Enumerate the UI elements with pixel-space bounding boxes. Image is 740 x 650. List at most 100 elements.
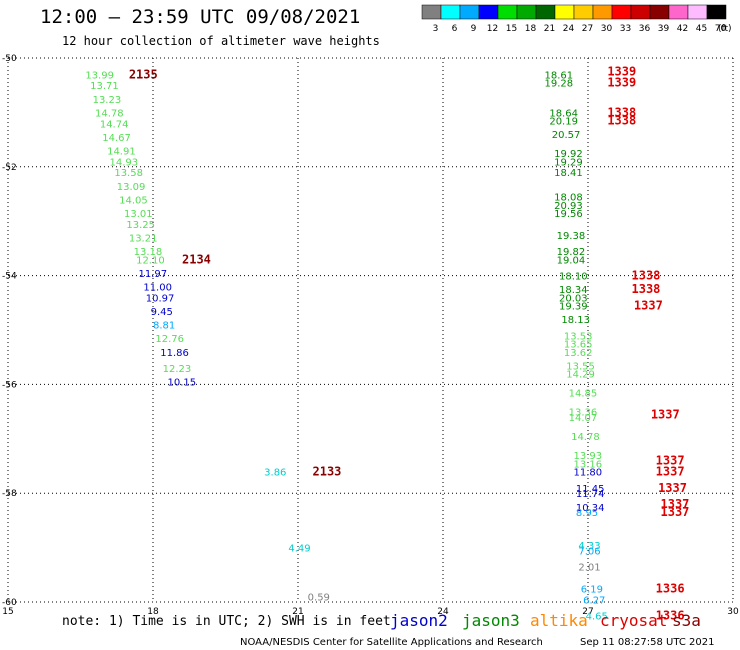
- wave-height-point: 8.81: [153, 321, 175, 332]
- wave-height-point: 9.45: [151, 307, 173, 318]
- wave-height-point: 13.53: [564, 331, 593, 342]
- wave-height-point: 13.25: [126, 220, 155, 231]
- wave-height-point: 12.23: [163, 364, 192, 375]
- pass-number-label: 1336: [656, 609, 685, 623]
- wave-height-point: 8.95: [576, 508, 598, 519]
- pass-number-label: 1338: [607, 105, 636, 119]
- pass-number-label: 2135: [129, 67, 158, 81]
- pass-number-label: 1339: [607, 65, 636, 79]
- wave-height-point: 19.92: [554, 149, 583, 160]
- timestamp: Sep 11 08:27:58 UTC 2021: [580, 637, 714, 648]
- wave-height-point: 13.16: [574, 459, 603, 470]
- colorbar-label: 18: [525, 24, 537, 34]
- x-axis-ticks: 15 18 21 24 27 30: [2, 607, 739, 617]
- pass-number-label: 1336: [656, 581, 685, 595]
- wave-height-point: 14.85: [569, 389, 598, 400]
- colorbar-label: 42: [677, 24, 688, 34]
- colorbar-label: 24: [563, 24, 575, 34]
- wave-height-point: 19.82: [557, 247, 586, 258]
- wave-height-point: 14.78: [95, 108, 124, 119]
- satellite-legend-cryosat: cryosat: [600, 611, 667, 630]
- pass-number-label: 1337: [656, 464, 685, 478]
- wave-height-point: 11.97: [139, 269, 168, 280]
- y-tick-label: -58: [2, 489, 17, 499]
- x-tick-label: 15: [2, 607, 13, 617]
- pass-number-label: 1337: [658, 481, 687, 495]
- wave-height-point: 12.10: [136, 255, 165, 266]
- colorbar-label: 30: [601, 24, 613, 34]
- wave-height-point: 4.33: [578, 541, 600, 552]
- colorbar-swatch: [478, 4, 499, 20]
- pass-number-label: 2133: [313, 464, 342, 478]
- wave-height-point: 11.00: [143, 282, 172, 293]
- colorbar-label: 21: [544, 24, 555, 34]
- colorbar-label: 3: [433, 24, 439, 34]
- x-tick-label: 21: [292, 607, 303, 617]
- pass-number-label: 1338: [632, 269, 661, 283]
- colorbar-label: 70: [715, 24, 727, 34]
- wave-height-point: 14.91: [107, 146, 136, 157]
- colorbar-swatch: [421, 4, 442, 20]
- colorbar-label: 27: [582, 24, 593, 34]
- wave-height-point: 19.56: [554, 209, 583, 220]
- colorbar-swatch: [459, 4, 480, 20]
- wave-height-point: 13.21: [129, 234, 158, 245]
- colorbar-swatch: [592, 4, 613, 20]
- wave-height-point: 18.64: [549, 108, 578, 119]
- wave-height-point: 13.23: [93, 95, 122, 106]
- wave-height-point: 11.74: [576, 489, 605, 500]
- colorbar-swatch: [649, 4, 670, 20]
- wave-height-point: 13.18: [134, 247, 163, 258]
- credit-line: NOAA/NESDIS Center for Satellite Applica…: [240, 637, 543, 648]
- colorbar-label: 45: [696, 24, 707, 34]
- pass-labels: 2135213421331339133913381338133813381337…: [129, 65, 690, 623]
- satellite-legend: jason2 jason3 altika cryosat s3a: [390, 611, 701, 630]
- colorbar-swatch: [706, 4, 727, 20]
- wave-height-point: 14.78: [571, 432, 600, 443]
- x-tick-label: 18: [147, 607, 159, 617]
- wave-height-point: 13.99: [85, 70, 114, 81]
- chart-title: 12:00 – 23:59 UTC 09/08/2021: [40, 6, 360, 28]
- wave-height-point: 14.29: [566, 370, 595, 381]
- satellite-legend-altika: altika: [530, 611, 588, 630]
- x-tick-label: 30: [727, 607, 739, 617]
- pass-number-label: 2134: [182, 252, 211, 266]
- colorbar-label: 12: [487, 24, 498, 34]
- wave-height-point: 6.27: [583, 595, 605, 606]
- wave-height-point: 13.36: [569, 408, 598, 419]
- wave-height-point: 4.65: [586, 612, 608, 623]
- wave-height-point: 19.28: [545, 78, 574, 89]
- data-points: 13.9913.7113.2314.7814.7414.6714.9114.93…: [85, 70, 608, 622]
- wave-height-point: 13.65: [564, 340, 593, 351]
- wave-height-point: 14.07: [569, 413, 598, 424]
- pass-number-label: 1337: [661, 505, 690, 519]
- wave-height-point: 7.06: [578, 546, 600, 557]
- y-axis-ticks: -50 -52 -54 -56 -58 -60: [2, 54, 17, 608]
- y-tick-label: -54: [2, 272, 17, 282]
- colorbar-label: 15: [506, 24, 517, 34]
- y-tick-label: -56: [2, 380, 17, 390]
- wave-height-point: 14.93: [110, 157, 139, 168]
- pass-number-label: 1337: [651, 407, 680, 421]
- wave-height-point: 19.29: [554, 157, 583, 168]
- wave-height-point: 13.09: [117, 182, 146, 193]
- wave-height-point: 18.10: [559, 272, 588, 283]
- wave-height-point: 13.93: [574, 451, 603, 462]
- chart-subtitle: 12 hour collection of altimeter wave hei…: [62, 34, 380, 48]
- footnote: note: 1) Time is in UTC; 2) SWH is in fe…: [62, 614, 391, 629]
- colorbar-swatch: [668, 4, 689, 20]
- wave-height-point: 13.55: [566, 361, 595, 372]
- plot-grid: [7, 57, 734, 603]
- pass-number-label: 1339: [607, 75, 636, 89]
- wave-height-point: 20.93: [554, 201, 583, 212]
- wave-height-point: 10.15: [168, 378, 197, 389]
- wave-height-point: 19.39: [559, 302, 588, 313]
- colorbar-swatch: [497, 4, 518, 20]
- colorbar-label: 33: [620, 24, 631, 34]
- wave-height-point: 13.62: [564, 348, 593, 359]
- x-tick-label: 27: [582, 607, 593, 617]
- satellite-legend-s3a: s3a: [672, 611, 701, 630]
- wave-height-point: 12.76: [155, 334, 184, 345]
- wave-height-point: 18.08: [554, 193, 583, 204]
